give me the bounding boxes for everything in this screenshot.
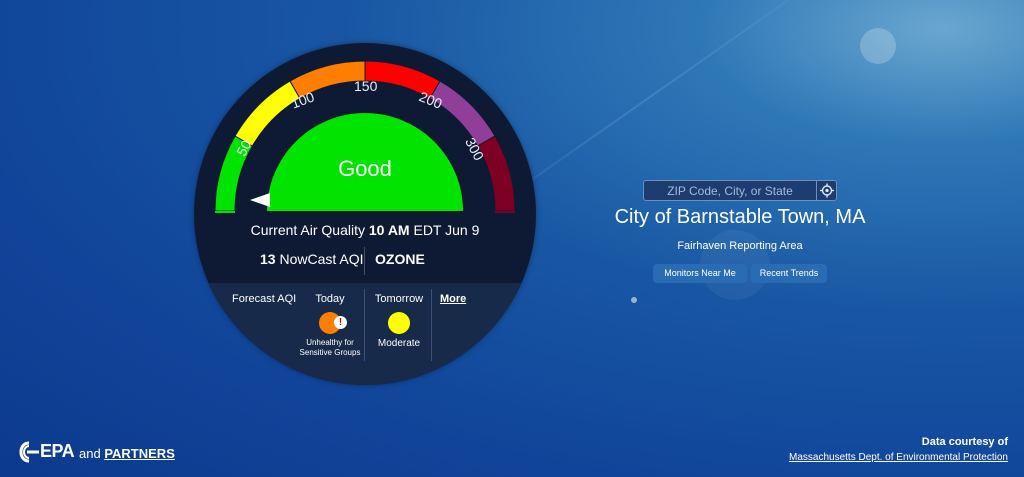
pollutant: OZONE xyxy=(375,251,425,267)
forecast-tomorrow-circle xyxy=(388,312,410,334)
search-box xyxy=(643,180,837,201)
locate-button[interactable] xyxy=(816,181,836,200)
lens-flare xyxy=(631,297,637,303)
epa-logo-text[interactable]: EPA xyxy=(40,441,75,461)
current-air-quality: Current Air Quality 10 AM EDT Jun 9 xyxy=(194,222,536,238)
forecast-tomorrow-title: Tomorrow xyxy=(374,293,424,305)
and-partners: and PARTNERS xyxy=(79,446,175,461)
forecast-today-category: Unhealthy for Sensitive Groups xyxy=(299,338,361,357)
crosshair-icon xyxy=(820,183,834,198)
current-time: 10 AM xyxy=(368,222,410,238)
gauge-band xyxy=(215,211,235,213)
gauge-band xyxy=(495,211,515,213)
recent-trends-button[interactable]: Recent Trends xyxy=(751,264,827,283)
aqi-pointer-icon xyxy=(250,193,270,207)
aqi-label: NowCast AQI xyxy=(279,251,364,267)
forecast-today-title: Today xyxy=(315,293,345,305)
divider xyxy=(431,289,432,361)
and-text: and xyxy=(79,446,101,461)
monitors-near-me-button[interactable]: Monitors Near Me xyxy=(653,264,747,283)
forecast-today[interactable]: Today ! Unhealthy for Sensitive Groups xyxy=(298,293,362,358)
partners-link[interactable]: PARTNERS xyxy=(104,446,175,461)
reporting-area: Fairhaven Reporting Area xyxy=(677,240,803,252)
city-title: City of Barnstable Town, MA xyxy=(614,206,866,228)
lens-flare xyxy=(860,28,896,64)
divider xyxy=(364,289,365,361)
forecast-panel: Forecast AQI Today ! Unhealthy for Sensi… xyxy=(194,283,536,385)
nowcast-aqi: 13 NowCast AQI xyxy=(260,251,364,267)
search-input[interactable] xyxy=(644,181,816,200)
forecast-today-circle: ! xyxy=(319,312,347,334)
aqi-value: 13 xyxy=(260,251,276,267)
aqi-gauge xyxy=(214,60,516,213)
forecast-tomorrow[interactable]: Tomorrow Moderate xyxy=(370,293,428,349)
data-credit-link[interactable]: Massachusetts Dept. of Environmental Pro… xyxy=(789,452,1008,463)
data-credit-label: Data courtesy of xyxy=(921,436,1008,448)
forecast-label: Forecast AQI xyxy=(232,293,297,305)
aqi-row: 13 NowCast AQI OZONE xyxy=(194,247,536,275)
alert-icon: ! xyxy=(334,316,347,329)
aqi-status: Good xyxy=(338,156,392,181)
gauge-band xyxy=(234,80,301,147)
status-semicircle xyxy=(267,113,463,211)
tick-label: 150 xyxy=(354,78,378,94)
current-date: EDT Jun 9 xyxy=(413,222,480,238)
current-label: Current Air Quality xyxy=(250,222,365,238)
more-link[interactable]: More xyxy=(440,293,467,305)
gauge-band xyxy=(429,80,496,147)
divider xyxy=(364,247,365,275)
forecast-tomorrow-category: Moderate xyxy=(377,338,421,349)
epa-flower-icon[interactable] xyxy=(18,440,40,464)
aqi-dial: 50 100 150 200 300 Good Current Air Qual… xyxy=(194,43,536,385)
